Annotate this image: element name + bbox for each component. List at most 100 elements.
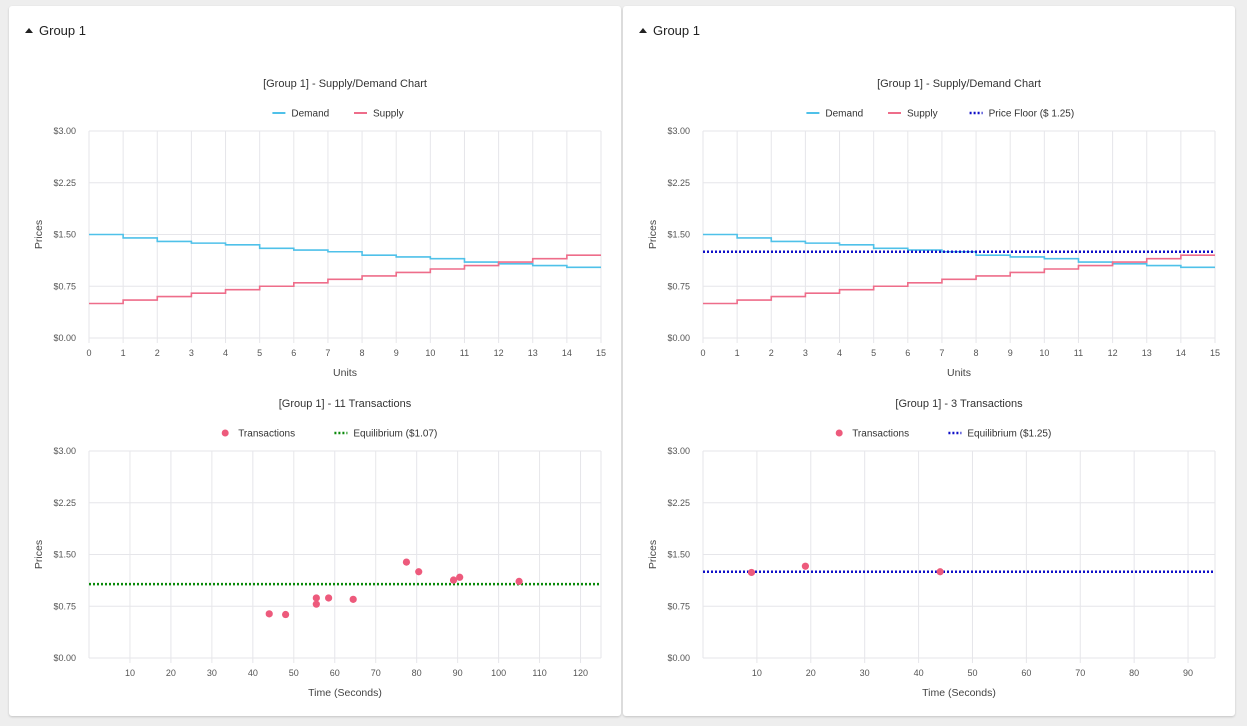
- x-tick-label: 15: [596, 348, 606, 358]
- x-axis-label: Units: [333, 367, 357, 379]
- chart-title: [Group 1] - 11 Transactions: [279, 398, 412, 410]
- x-tick-label: 6: [291, 348, 296, 358]
- x-tick-label: 10: [752, 668, 762, 678]
- transaction-point: [265, 610, 273, 618]
- transaction-point: [801, 562, 809, 570]
- x-tick-label: 6: [905, 348, 910, 358]
- x-tick-label: 30: [860, 668, 870, 678]
- y-axis-label: Prices: [647, 220, 659, 249]
- x-tick-label: 50: [289, 668, 299, 678]
- x-tick-label: 60: [330, 668, 340, 678]
- y-tick-label: $0.75: [667, 601, 690, 611]
- y-tick-label: $3.00: [53, 446, 76, 456]
- y-tick-label: $0.00: [53, 333, 76, 343]
- y-tick-label: $2.25: [667, 498, 690, 508]
- x-tick-label: 12: [494, 348, 504, 358]
- group-panel-left: Group 1 [Group 1] - Supply/Demand Chart D…: [9, 6, 621, 716]
- x-tick-label: 14: [1176, 348, 1186, 358]
- legend-label: Transactions: [852, 429, 909, 440]
- x-tick-label: 1: [735, 348, 740, 358]
- x-tick-label: 30: [207, 668, 217, 678]
- x-tick-label: 120: [573, 668, 588, 678]
- x-tick-label: 60: [1021, 668, 1031, 678]
- x-tick-label: 1: [121, 348, 126, 358]
- y-tick-label: $0.75: [667, 281, 690, 291]
- caret-up-icon: [639, 28, 647, 33]
- y-tick-label: $3.00: [667, 446, 690, 456]
- y-axis-label: Prices: [33, 540, 45, 569]
- x-tick-label: 80: [412, 668, 422, 678]
- group-panel-right: Group 1 [Group 1] - Supply/Demand Chart D…: [623, 6, 1235, 716]
- x-tick-label: 20: [806, 668, 816, 678]
- x-tick-label: 11: [460, 348, 469, 358]
- transaction-point: [312, 600, 320, 608]
- transaction-point: [415, 568, 423, 576]
- chart-title: [Group 1] - 3 Transactions: [895, 398, 1023, 410]
- x-axis-label: Units: [947, 367, 971, 379]
- y-tick-label: $3.00: [53, 126, 76, 136]
- x-tick-label: 9: [394, 348, 399, 358]
- supply-demand-chart-left: [Group 1] - Supply/Demand Chart Demand Sup…: [33, 78, 606, 379]
- x-tick-label: 8: [974, 348, 979, 358]
- y-axis-label: Prices: [33, 220, 45, 249]
- x-tick-label: 13: [528, 348, 538, 358]
- x-tick-label: 0: [86, 348, 91, 358]
- series-supply-line: [89, 254, 601, 305]
- y-tick-label: $1.50: [53, 550, 76, 560]
- transaction-point: [325, 594, 333, 602]
- legend-label: Demand: [825, 109, 863, 120]
- legend-label: Supply: [373, 109, 404, 120]
- y-tick-label: $2.25: [53, 178, 76, 188]
- transaction-point: [456, 573, 464, 581]
- x-tick-label: 9: [1008, 348, 1013, 358]
- x-tick-label: 11: [1074, 348, 1083, 358]
- x-tick-label: 15: [1210, 348, 1220, 358]
- caret-up-icon: [25, 28, 33, 33]
- legend-label: Equilibrium ($1.25): [967, 429, 1051, 440]
- x-tick-label: 80: [1129, 668, 1139, 678]
- legend-label: Price Floor ($ 1.25): [989, 109, 1075, 120]
- transactions-chart-right: [Group 1] - 3 Transactions Transactions Eq…: [647, 398, 1216, 699]
- group-toggle-left[interactable]: Group 1: [25, 23, 86, 38]
- x-tick-label: 5: [257, 348, 262, 358]
- legend-label: Transactions: [238, 429, 295, 440]
- legend-label: Demand: [291, 109, 329, 120]
- y-tick-label: $0.00: [667, 653, 690, 663]
- x-tick-label: 50: [967, 668, 977, 678]
- chart-title: [Group 1] - Supply/Demand Chart: [263, 78, 427, 90]
- legend-label: Equilibrium ($1.07): [353, 429, 437, 440]
- transaction-point: [936, 568, 944, 576]
- chart-title: [Group 1] - Supply/Demand Chart: [877, 78, 1041, 90]
- group-toggle-right[interactable]: Group 1: [639, 23, 700, 38]
- y-tick-label: $0.00: [667, 333, 690, 343]
- transaction-point: [402, 558, 411, 566]
- legend: Transactions Equilibrium ($1.25): [835, 429, 1051, 440]
- series-supply-line: [703, 254, 1215, 305]
- y-tick-label: $3.00: [667, 126, 690, 136]
- x-tick-label: 2: [155, 348, 160, 358]
- x-tick-label: 100: [491, 668, 506, 678]
- x-tick-label: 110: [532, 668, 546, 678]
- x-tick-label: 10: [425, 348, 435, 358]
- x-tick-label: 2: [769, 348, 774, 358]
- x-axis-label: Time (Seconds): [922, 687, 996, 699]
- y-tick-label: $0.00: [53, 653, 76, 663]
- x-tick-label: 8: [360, 348, 365, 358]
- x-tick-label: 4: [837, 348, 842, 358]
- y-tick-label: $1.50: [53, 230, 76, 240]
- x-tick-label: 70: [371, 668, 381, 678]
- transaction-point: [515, 577, 523, 586]
- y-tick-label: $0.75: [53, 601, 76, 611]
- x-tick-label: 20: [166, 668, 176, 678]
- transaction-point: [449, 576, 458, 584]
- y-tick-label: $2.25: [53, 498, 76, 508]
- x-axis-label: Time (Seconds): [308, 687, 382, 699]
- x-tick-label: 13: [1142, 348, 1152, 358]
- supply-demand-chart-right: [Group 1] - Supply/Demand Chart Demand Sup…: [647, 78, 1220, 379]
- x-tick-label: 14: [562, 348, 572, 358]
- x-tick-label: 10: [1039, 348, 1049, 358]
- legend: Demand Supply Price Floor ($ 1.25): [806, 109, 1074, 120]
- transaction-point: [747, 568, 756, 577]
- y-tick-label: $2.25: [667, 178, 690, 188]
- x-tick-label: 40: [248, 668, 258, 678]
